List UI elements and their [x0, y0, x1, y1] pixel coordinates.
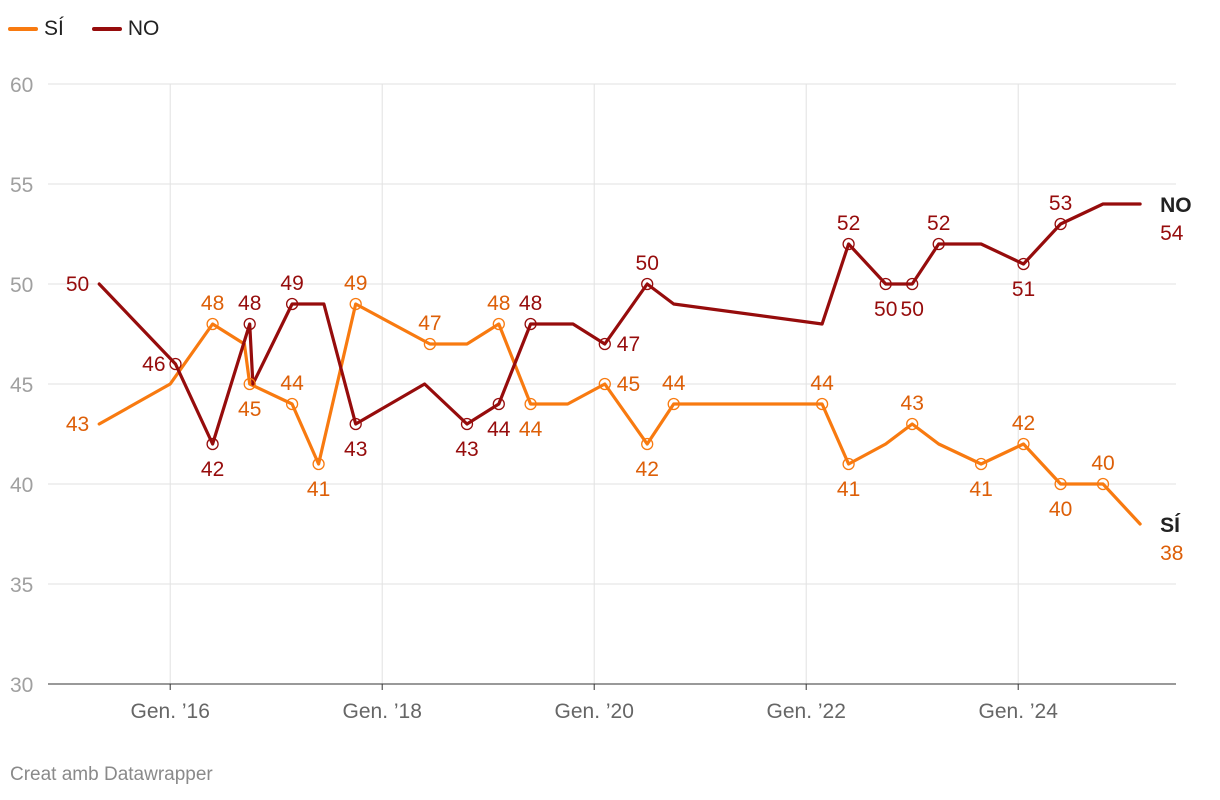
data-label-si-5: 44 [280, 372, 304, 395]
y-tick-label-45: 45 [10, 374, 33, 397]
data-label-si-14: 42 [636, 458, 659, 481]
data-label-si-11: 44 [519, 418, 543, 441]
marker-si-13[interactable] [598, 377, 611, 391]
data-label-si-22: 42 [1012, 412, 1035, 435]
data-label-no-9: 43 [455, 438, 478, 461]
data-label-no-18: 50 [874, 298, 897, 321]
data-label-no-23: 53 [1049, 192, 1072, 215]
marker-no-18[interactable] [879, 277, 892, 291]
x-tick-label-0: Gen. ’16 [131, 700, 210, 723]
data-label-si-0: 43 [66, 413, 89, 436]
marker-no-5[interactable] [285, 297, 299, 311]
marker-no-9[interactable] [460, 417, 474, 431]
marker-si-16[interactable] [815, 397, 829, 411]
marker-si-22[interactable] [1017, 437, 1030, 451]
data-label-si-13: 45 [617, 373, 640, 396]
x-tick-label-2: Gen. ’20 [555, 700, 634, 723]
marker-si-2[interactable] [206, 317, 219, 331]
data-label-si-24: 40 [1091, 452, 1114, 475]
marker-si-15[interactable] [667, 397, 680, 411]
data-label-no-19: 50 [901, 298, 924, 321]
marker-no-23[interactable] [1054, 217, 1067, 231]
marker-no-22[interactable] [1017, 257, 1030, 271]
y-tick-label-30: 30 [10, 674, 33, 697]
series-line-si[interactable] [97, 302, 1142, 526]
data-label-si-6: 41 [307, 478, 330, 501]
marker-no-7[interactable] [349, 417, 362, 431]
end-label-no: NO [1160, 194, 1192, 217]
data-label-si-16: 44 [810, 372, 834, 395]
data-label-si-2: 48 [201, 292, 224, 315]
marker-si-7[interactable] [349, 297, 362, 311]
marker-si-4[interactable] [243, 377, 256, 391]
data-label-no-22: 51 [1012, 278, 1035, 301]
chart-legend: SÍ NO [8, 16, 187, 42]
y-tick-label-35: 35 [10, 574, 33, 597]
marker-si-14[interactable] [641, 437, 654, 451]
data-label-no-13: 47 [617, 333, 640, 356]
data-label-si-23: 40 [1049, 498, 1072, 521]
marker-si-8[interactable] [423, 337, 437, 351]
end-value-si: 38 [1160, 542, 1183, 565]
data-label-si-7: 49 [344, 272, 367, 295]
data-label-no-0: 50 [66, 273, 89, 296]
data-label-no-1: 46 [142, 353, 165, 376]
series-line-no[interactable] [97, 202, 1142, 446]
data-label-si-17: 41 [837, 478, 860, 501]
y-tick-label-40: 40 [10, 474, 33, 497]
end-value-no: 54 [1160, 222, 1184, 245]
marker-si-21[interactable] [974, 457, 988, 471]
marker-si-23[interactable] [1054, 477, 1067, 491]
marker-si-6[interactable] [312, 457, 325, 471]
data-label-si-19: 43 [901, 392, 924, 415]
data-label-si-8: 47 [418, 312, 441, 335]
legend-item-no[interactable]: NO [91, 17, 160, 41]
marker-si-10[interactable] [492, 317, 505, 331]
marker-no-1[interactable] [169, 357, 182, 371]
marker-si-17[interactable] [842, 457, 855, 471]
legend-swatch-si [8, 27, 38, 31]
data-label-no-17: 52 [837, 212, 860, 235]
marker-no-11[interactable] [524, 317, 537, 331]
x-tick-label-3: Gen. ’22 [767, 700, 846, 723]
marker-no-10[interactable] [492, 397, 505, 411]
y-tick-label-55: 55 [10, 174, 33, 197]
marker-no-14[interactable] [641, 277, 654, 291]
legend-label-no: NO [127, 17, 160, 40]
marker-no-20[interactable] [932, 237, 945, 251]
marker-si-11[interactable] [524, 397, 537, 411]
data-label-no-3: 48 [238, 292, 261, 315]
legend-swatch-no [91, 27, 122, 31]
data-label-no-7: 43 [344, 438, 367, 461]
x-tick-label-1: Gen. ’18 [343, 700, 422, 723]
data-label-no-10: 44 [487, 418, 511, 441]
data-label-no-20: 52 [927, 212, 950, 235]
marker-no-19[interactable] [906, 277, 919, 291]
legend-item-si[interactable]: SÍ [8, 17, 64, 41]
marker-si-19[interactable] [906, 417, 919, 431]
data-label-si-21: 41 [969, 478, 992, 501]
data-label-si-10: 48 [487, 292, 510, 315]
marker-si-5[interactable] [285, 397, 299, 411]
data-label-si-4: 45 [238, 398, 261, 421]
data-label-no-5: 49 [280, 272, 303, 295]
x-tick-label-4: Gen. ’24 [979, 700, 1059, 723]
legend-label-si: SÍ [44, 17, 64, 40]
marker-si-24[interactable] [1096, 477, 1110, 491]
data-label-no-11: 48 [519, 292, 542, 315]
y-tick-label-60: 60 [10, 74, 33, 97]
y-tick-label-50: 50 [10, 274, 33, 297]
data-label-no-14: 50 [636, 252, 659, 275]
marker-no-13[interactable] [598, 337, 611, 351]
marker-no-17[interactable] [842, 237, 855, 251]
footer-credit[interactable]: Creat amb Datawrapper [10, 764, 213, 785]
marker-no-3[interactable] [243, 317, 256, 331]
data-label-no-2: 42 [201, 458, 224, 481]
end-label-si: SÍ [1160, 514, 1181, 537]
data-label-si-15: 44 [662, 372, 686, 395]
marker-no-2[interactable] [206, 437, 219, 451]
